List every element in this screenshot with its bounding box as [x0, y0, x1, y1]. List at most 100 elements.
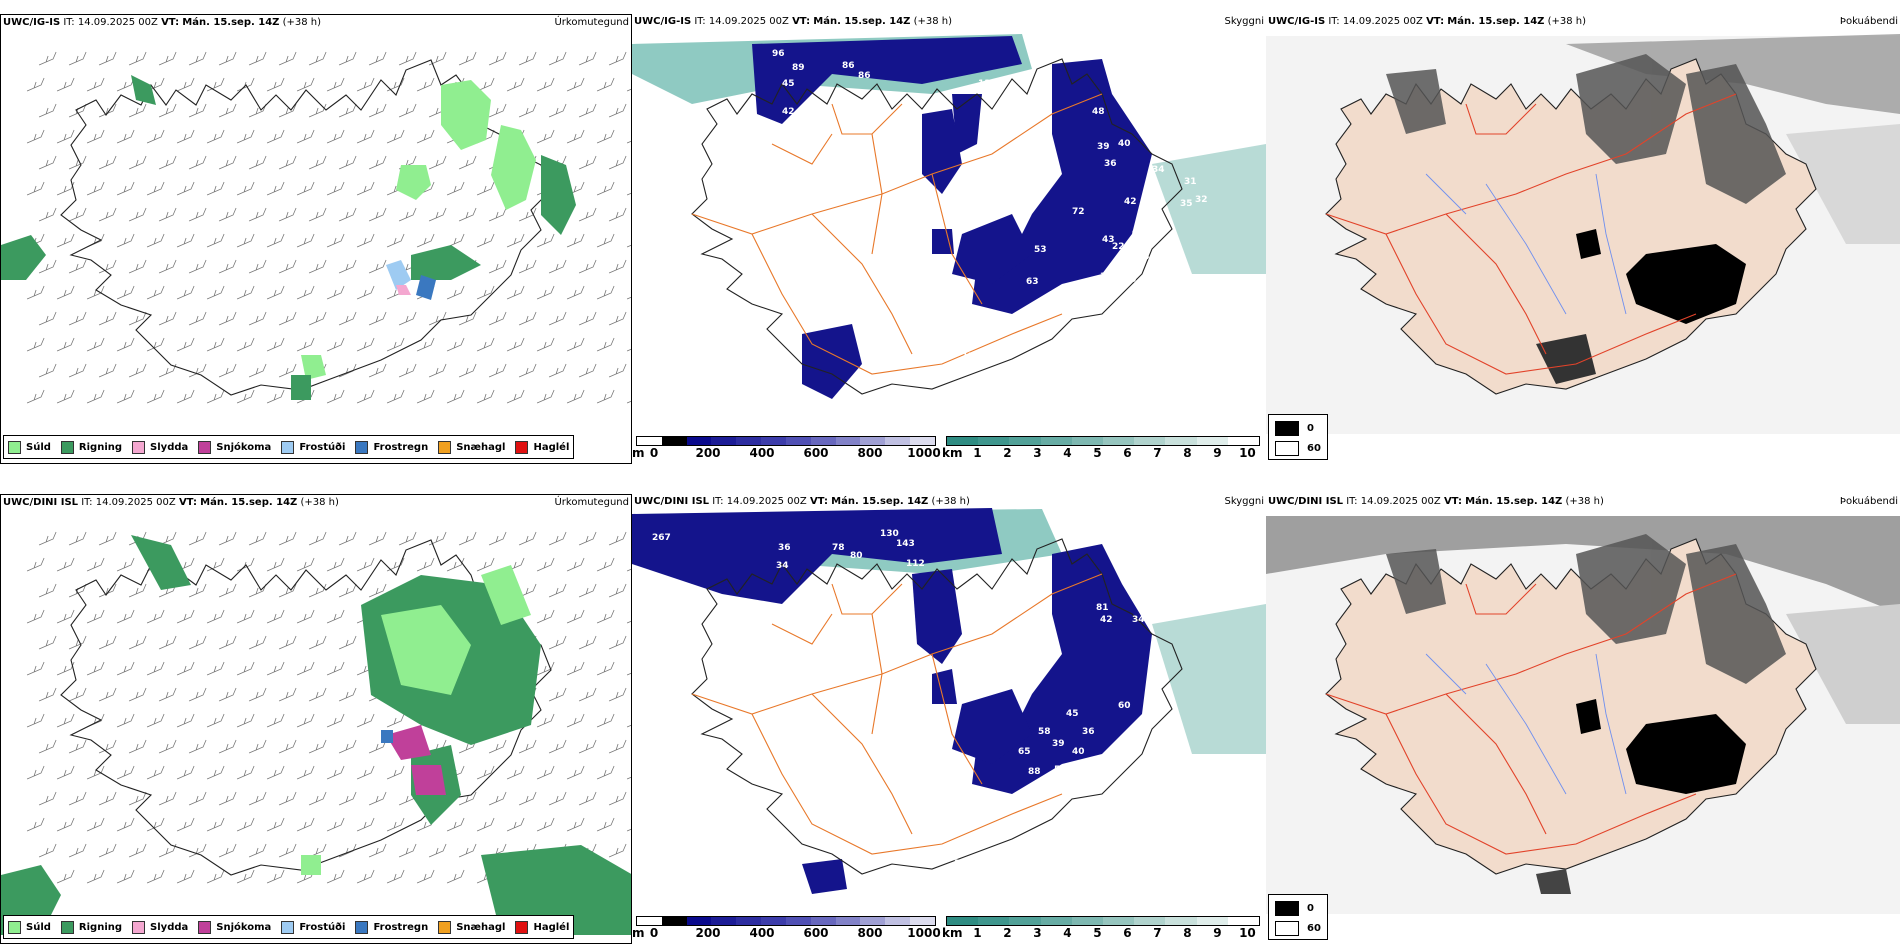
colorbar-swatch	[637, 437, 662, 445]
colorbar-swatch	[686, 917, 712, 925]
legend-label: Rigning	[78, 441, 123, 453]
colorbar-swatch	[711, 437, 737, 445]
colorbar-swatch	[1165, 437, 1197, 445]
init-time: 14.09.2025 00Z	[1360, 496, 1441, 507]
mixed-precip	[381, 725, 446, 795]
colorbar-swatch	[947, 437, 979, 445]
legend-swatch	[355, 440, 369, 454]
snow-height-value: 78	[1008, 207, 1021, 217]
legend-label: Frostúði	[299, 441, 346, 453]
init-time-label: IT:	[81, 497, 93, 508]
snow-height-value: 45	[782, 79, 795, 89]
valid-time-label: VT:	[161, 17, 180, 28]
height-colorbar-swatches	[636, 436, 936, 446]
visibility-colorbar: 1 2 3 4 5 6 7 8 9 10 km	[942, 436, 1260, 460]
fog-legend-row: 60	[1275, 921, 1321, 936]
colorbar-swatch	[1227, 437, 1260, 445]
mixed-precip	[386, 260, 436, 300]
snow-height-value: 35	[1180, 199, 1193, 209]
colorbar-tick: 1	[973, 446, 982, 460]
legend-item: Súld	[8, 440, 51, 454]
colorbar-swatch	[785, 437, 811, 445]
colorbar-swatch	[1071, 437, 1104, 445]
init-time-label: IT:	[712, 496, 724, 507]
colorbar-swatch	[885, 917, 911, 925]
init-time: 14.09.2025 00Z	[726, 496, 807, 507]
panel-header: UWC/IG-IS IT: 14.09.2025 00Z VT: Mán. 15…	[1268, 16, 1898, 32]
colorbar-tick: 6	[1123, 926, 1132, 940]
colorbar-swatch	[810, 917, 836, 925]
colorbar-tick: 1000	[907, 926, 941, 940]
snow-height-value: 48	[1092, 107, 1105, 117]
legend-swatch	[8, 920, 21, 934]
colorbar-tick: 800	[857, 446, 883, 460]
colorbar-tick: 0	[649, 926, 659, 940]
fog-panel-bottom: UWC/DINI ISL IT: 14.09.2025 00Z VT: Mán.…	[1266, 494, 1900, 944]
fog-legend-label: 0	[1307, 903, 1314, 914]
colorbar-swatch	[1103, 437, 1135, 445]
valid-time: Mán. 15.sep. 14Z	[182, 17, 280, 28]
cloud-panel-top: UWC/IG-IS IT: 14.09.2025 00Z VT: Mán. 15…	[632, 14, 1266, 464]
legend-item: Rigning	[60, 440, 123, 454]
fog-road-network	[1325, 93, 1737, 375]
legend-swatch	[515, 920, 529, 934]
colorbar-tick: 4	[1063, 926, 1072, 940]
snow-height-value: 39	[1124, 275, 1137, 285]
snow-height-value: 42	[1100, 615, 1113, 625]
legend-swatch	[132, 440, 146, 454]
colorbar-tick: 1	[973, 926, 982, 940]
snow-height-value: 78	[832, 543, 845, 553]
rain-areas	[1, 75, 576, 400]
colorbar-swatch	[1071, 917, 1104, 925]
snow-height-value: 45	[1066, 709, 1079, 719]
colorbar-tick: 8	[1183, 926, 1192, 940]
snow-height-value: 53	[1034, 245, 1047, 255]
snow-height-value: 36	[1104, 159, 1117, 169]
colorbar-tick: 1000	[907, 446, 941, 460]
model-name: UWC/DINI ISL	[1268, 496, 1344, 507]
snow-height-value: 39	[1097, 142, 1110, 152]
colorbar-swatch	[860, 437, 886, 445]
colorbar-swatch	[736, 917, 762, 925]
colorbar-swatch	[978, 917, 1010, 925]
colorbar-tick: 600	[803, 926, 829, 940]
colorbar-tick: 5	[1093, 446, 1102, 460]
colorbar-swatch	[835, 437, 861, 445]
snow-height-value: 43	[1102, 235, 1115, 245]
precip-panel-top: UWC/IG-IS IT: 14.09.2025 00Z VT: Mán. 15…	[0, 14, 632, 464]
colorbar-tick: 10	[1239, 446, 1256, 460]
snow-height-value: 86	[842, 61, 855, 71]
snow-height-value: 221	[1112, 242, 1131, 252]
legend-label: Haglél	[533, 921, 570, 933]
legend-item: Haglél	[515, 920, 570, 934]
colorbar-swatch	[1134, 437, 1166, 445]
snow-height-value: 72	[1072, 207, 1085, 217]
init-time: 14.09.2025 00Z	[95, 497, 176, 508]
iceland-coastline	[691, 58, 1183, 395]
wind-barbs	[26, 531, 631, 884]
precip-type-legend: Súld Rigning Slydda Snjókoma Frostúði Frostre…	[3, 915, 575, 939]
snow-height-value: 73	[922, 260, 935, 270]
visibility-colorbar-swatches	[946, 916, 1260, 926]
valid-time: Mán. 15.sep. 14Z	[831, 496, 929, 507]
valid-time-label: VT:	[1443, 496, 1462, 507]
snow-height-value: 67	[918, 352, 931, 362]
colorbar-tick: 200	[695, 446, 721, 460]
snow-height-value: 58	[1054, 765, 1067, 775]
legend-item: Haglél	[515, 440, 569, 454]
fog-areas	[1386, 54, 1786, 204]
snow-height-value: 42	[1128, 769, 1141, 779]
snow-height-value: 32	[1195, 195, 1208, 205]
visibility-colorbar-ticks: 1 2 3 4 5 6 7 8 9 10	[946, 446, 1260, 460]
fog-legend-swatch	[1275, 421, 1299, 436]
snow-height-value: 31	[1184, 177, 1197, 187]
fog-legend-swatch	[1275, 441, 1299, 456]
snow-height-value: 59	[980, 655, 993, 665]
colorbar-tick: 4	[1063, 446, 1072, 460]
colorbar-swatch	[810, 437, 836, 445]
colorbar-tick: 7	[1153, 926, 1162, 940]
snow-height-value: 89	[792, 63, 805, 73]
fog-legend-row: 0	[1275, 901, 1314, 916]
colorbar-swatch	[637, 917, 662, 925]
wind-barbs	[26, 51, 631, 404]
